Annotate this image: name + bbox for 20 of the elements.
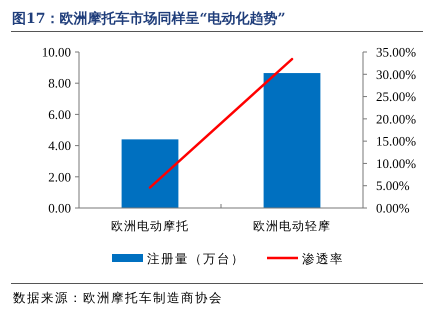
y2-tick-label: 10.00% xyxy=(376,156,416,171)
source-note: 数据来源：欧洲摩托车制造商协会 xyxy=(13,291,223,305)
y-tick-label: 6.00 xyxy=(48,106,71,122)
y2-tick-label: 30.00% xyxy=(376,66,416,82)
y-tick-label: 2.00 xyxy=(48,169,71,184)
y-tick-label: 0.00 xyxy=(48,200,71,216)
y2-tick-label: 15.00% xyxy=(376,134,416,149)
x-tick-label: 欧洲电动轻摩 xyxy=(253,219,331,233)
y-tick-label: 10.00 xyxy=(42,44,71,60)
y2-tick-label: 20.00% xyxy=(376,111,416,126)
y2-tick-label: 0.00% xyxy=(376,200,410,216)
y2-tick-label: 25.00% xyxy=(376,89,416,104)
y2-tick-label: 5.00% xyxy=(376,178,410,194)
y2-tick-label: 35.00% xyxy=(376,44,416,60)
x-tick-label: 欧洲电动摩托 xyxy=(111,219,189,233)
y-tick-label: 8.00 xyxy=(48,76,71,91)
legend-label: 渗透率 xyxy=(302,251,344,266)
chart-title: 图17：欧洲摩托车市场同样呈“电动化趋势” xyxy=(12,10,286,27)
y-tick-label: 4.00 xyxy=(48,138,71,154)
legend-label: 注册量（万台） xyxy=(147,252,245,266)
